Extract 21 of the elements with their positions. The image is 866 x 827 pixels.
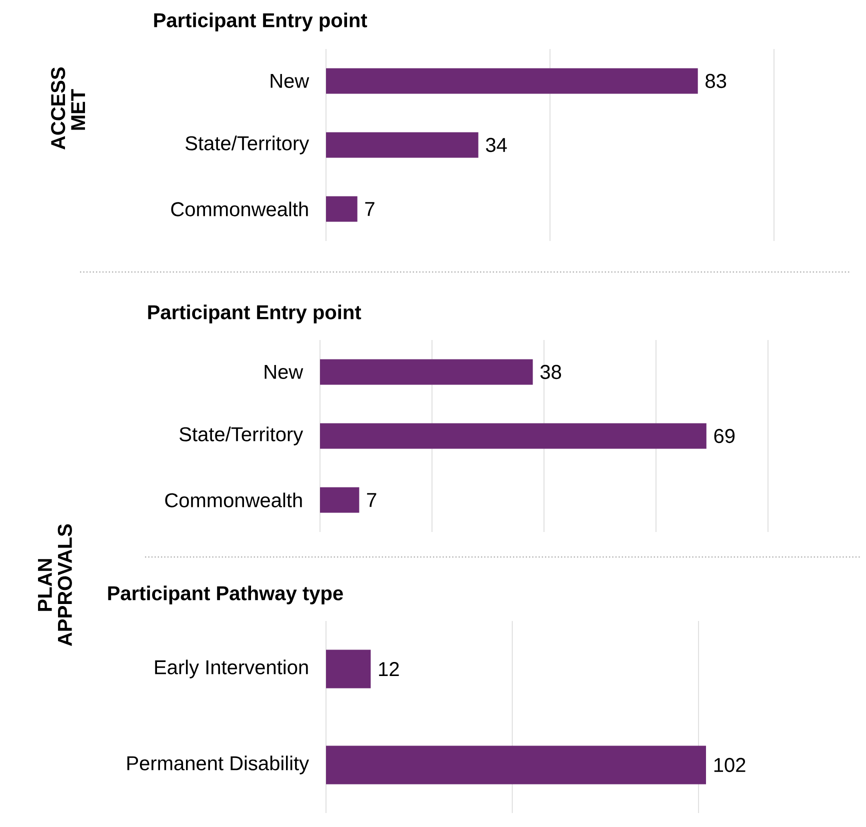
y-tick-label: Commonwealth: [171, 202, 308, 216]
y-tick-label: State/Territory: [186, 136, 310, 154]
data-label: 38: [540, 364, 562, 380]
y-axis-title: ACCESS MET: [51, 67, 85, 150]
y-tick-label: Permanent Disability: [127, 756, 310, 774]
data-label: 83: [706, 74, 726, 88]
y-tick-label: State/Territory: [180, 426, 304, 446]
data-label: 69: [714, 428, 735, 444]
y-axis-title: PLAN APPROVALS: [38, 524, 72, 646]
data-label: 7: [365, 202, 374, 216]
y-tick-label: Early Intervention: [155, 660, 308, 678]
data-label: 102: [714, 758, 746, 772]
data-label: 7: [367, 493, 376, 507]
chart-title: Participant Entry point: [148, 304, 362, 324]
data-label: 12: [379, 662, 399, 676]
chart-title: Participant Entry point: [154, 12, 368, 32]
y-tick-label: Commonwealth: [165, 492, 302, 508]
chart-title: Participant Pathway type: [108, 586, 343, 604]
y-tick-label: New: [264, 365, 304, 379]
y-tick-label: New: [270, 74, 310, 88]
data-label: 34: [486, 138, 507, 152]
